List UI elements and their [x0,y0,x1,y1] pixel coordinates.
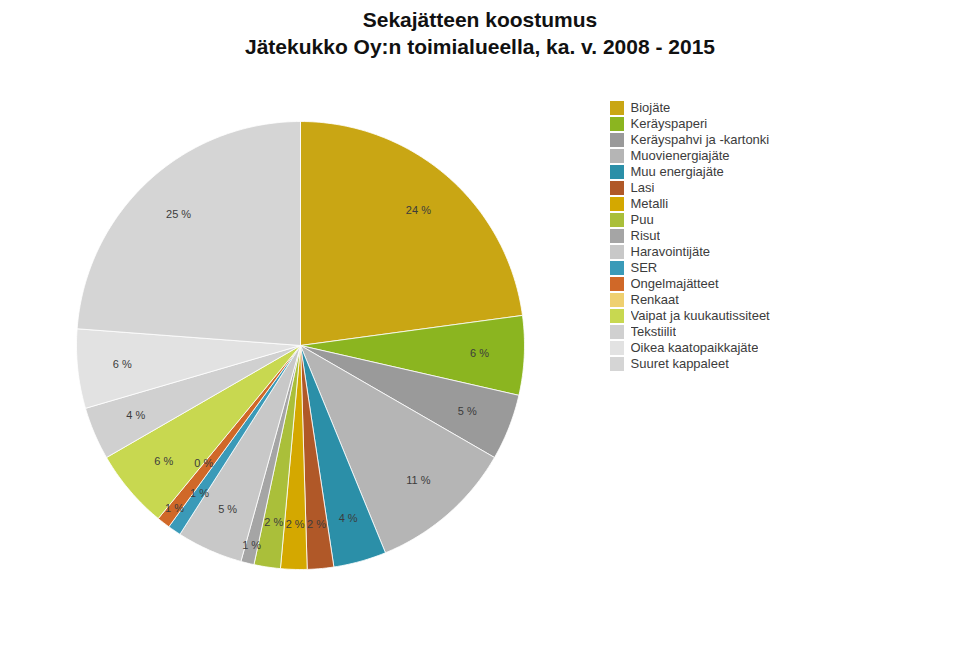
svg-text:2 %: 2 % [286,518,305,530]
html-text:Risut: Risut [630,228,661,243]
svg-text:1 %: 1 % [190,487,209,499]
html-text:Suuret kappaleet: Suuret kappaleet [630,356,729,371]
html-text:Muovienergiajäte: Muovienergiajäte [630,148,730,163]
svg-text:1 %: 1 % [242,539,261,551]
svg-text:2 %: 2 % [264,516,283,528]
html-text:Keräyspaperi: Keräyspaperi [630,116,708,131]
html-text:Oikea kaatopaikkajäte: Oikea kaatopaikkajäte [630,340,759,355]
html-text:Sekajätteen koostumus: Sekajätteen koostumus [362,8,598,31]
html-text:Puu: Puu [630,212,654,227]
html-text:Biojäte: Biojäte [630,100,671,115]
svg-text:4 %: 4 % [126,409,145,421]
svg-text:0 %: 0 % [194,457,213,469]
html-text:Jätekukko Oy:n toimialueella,: Jätekukko Oy:n toimialueella, ka. v. 200… [245,35,715,58]
svg-text:6 %: 6 % [113,358,132,370]
svg-text:6 %: 6 % [154,455,173,467]
svg-text:5 %: 5 % [458,404,477,416]
html-text:Metalli: Metalli [630,196,669,211]
svg-text:25 %: 25 % [166,208,191,220]
html-text:Ongelmajätteet: Ongelmajätteet [630,276,719,291]
svg-text:2 %: 2 % [307,517,326,529]
html-text:Haravointijäte: Haravointijäte [630,244,710,259]
html-text:Keräyspahvi ja -kartonki: Keräyspahvi ja -kartonki [630,132,770,147]
svg-text:11 %: 11 % [406,474,430,486]
html-text:Renkaat: Renkaat [630,292,679,307]
html-text:Tekstiilit: Tekstiilit [630,324,676,339]
html-text:Muu energiajäte: Muu energiajäte [630,164,724,179]
html-text:SER: SER [630,260,658,275]
html-text:Vaipat ja kuukautissiteet: Vaipat ja kuukautissiteet [630,308,770,323]
svg-text:24 %: 24 % [406,204,431,216]
svg-text:4 %: 4 % [339,512,358,524]
svg-text:5 %: 5 % [218,503,237,515]
html-text:Lasi: Lasi [630,180,655,195]
svg-text:1 %: 1 % [165,502,184,514]
svg-text:6 %: 6 % [470,347,489,359]
